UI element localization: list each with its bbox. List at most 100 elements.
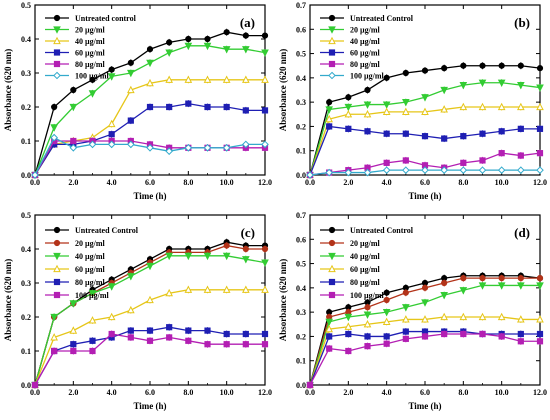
data-point — [345, 347, 352, 355]
x-axis-label: Time (h) — [133, 191, 166, 201]
legend-marker — [53, 239, 61, 247]
data-point — [382, 309, 391, 317]
legend-label: 20 µg/ml — [350, 26, 380, 35]
data-point — [498, 150, 505, 157]
data-point — [536, 84, 544, 92]
data-point — [498, 333, 505, 340]
data-point — [344, 168, 353, 177]
data-point — [421, 67, 429, 74]
data-point — [517, 152, 524, 159]
y-tick-label: 0.6 — [296, 235, 306, 244]
data-point — [184, 75, 193, 83]
series-3 — [31, 252, 269, 390]
data-point — [345, 330, 352, 338]
series-6 — [31, 330, 269, 389]
legend-label: 20 µg/ml — [350, 239, 380, 248]
data-point — [326, 99, 333, 106]
data-point — [364, 128, 371, 135]
data-point — [402, 304, 410, 312]
data-point — [50, 333, 58, 341]
y-tick-label: 0.1 — [21, 137, 31, 146]
data-point — [517, 338, 524, 345]
y-tick-label: 0.0 — [21, 171, 31, 180]
legend-marker — [328, 36, 336, 45]
data-point — [108, 66, 115, 73]
legend-marker — [328, 226, 336, 234]
series-line — [34, 255, 266, 386]
legend-marker — [53, 226, 61, 234]
legend-marker — [53, 60, 61, 68]
data-point — [127, 59, 134, 66]
x-axis-label: Time (h) — [408, 191, 441, 201]
data-point — [325, 114, 333, 123]
panel-d: 0.0 2.0 4.0 6.0 8.0 10.0 12.0 0.0 0.1 0.2 0.3 0.4 0.… — [278, 211, 547, 411]
data-point — [306, 171, 314, 179]
x-tick-label: 10.0 — [495, 388, 509, 397]
y-tick-label: 0.5 — [21, 211, 31, 220]
data-point — [364, 304, 371, 311]
data-point — [421, 315, 429, 323]
data-point — [70, 86, 77, 94]
data-point — [306, 381, 314, 389]
data-point — [517, 330, 524, 338]
data-point — [440, 292, 448, 300]
data-point — [89, 347, 96, 355]
data-point — [261, 107, 269, 114]
data-point — [261, 49, 269, 57]
legend-marker — [328, 60, 336, 68]
legend-label: 60 µg/ml — [75, 49, 105, 58]
y-axis-label: Absorbance (620 nm) — [278, 49, 288, 132]
data-point — [184, 252, 193, 261]
legend-marker — [53, 14, 61, 22]
x-tick-label: 6.0 — [420, 388, 430, 397]
panel-label: (d) — [514, 225, 530, 240]
data-point — [402, 107, 410, 115]
data-point — [31, 171, 39, 179]
series-6 — [31, 133, 269, 179]
data-point — [383, 289, 390, 296]
data-point — [50, 124, 58, 132]
legend-label: 60 µg/ml — [350, 265, 380, 274]
y-tick-label: 0.3 — [21, 279, 31, 288]
data-point — [146, 262, 154, 271]
data-point — [165, 288, 173, 297]
data-point — [89, 76, 96, 83]
data-point — [222, 285, 231, 293]
y-tick-label: 0.5 — [21, 1, 31, 10]
data-point — [166, 103, 173, 111]
legend-marker — [53, 291, 61, 299]
data-point — [459, 287, 468, 295]
data-point — [203, 252, 212, 261]
data-point — [517, 282, 525, 290]
data-point — [204, 103, 211, 111]
data-point — [402, 289, 409, 296]
data-point — [242, 32, 249, 39]
data-point — [517, 62, 524, 69]
data-point — [165, 75, 173, 83]
data-point — [478, 102, 487, 111]
data-point — [479, 130, 486, 137]
data-point — [70, 341, 77, 348]
data-point — [440, 312, 448, 321]
data-point — [441, 279, 448, 287]
data-point — [223, 29, 230, 36]
data-point — [478, 79, 487, 88]
legend-marker — [53, 36, 61, 45]
data-point — [222, 143, 231, 152]
panel-b: 0.0 2.0 4.0 6.0 8.0 10.0 12.0 0.0 0.1 0.2 0.3 0.4 0.… — [278, 1, 547, 201]
legend-marker — [328, 71, 336, 80]
data-point — [89, 337, 96, 344]
data-point — [363, 168, 372, 177]
y-axis-label: Absorbance (620 nm) — [3, 49, 13, 132]
y-axis-label: Absorbance (620 nm) — [278, 259, 288, 342]
data-point — [326, 123, 333, 130]
data-point — [364, 333, 371, 340]
data-point — [242, 46, 250, 54]
y-tick-label: 0.0 — [21, 381, 31, 390]
data-point — [223, 242, 230, 249]
data-point — [402, 69, 409, 77]
data-point — [441, 330, 448, 338]
data-point — [344, 109, 353, 118]
data-point — [345, 125, 352, 132]
